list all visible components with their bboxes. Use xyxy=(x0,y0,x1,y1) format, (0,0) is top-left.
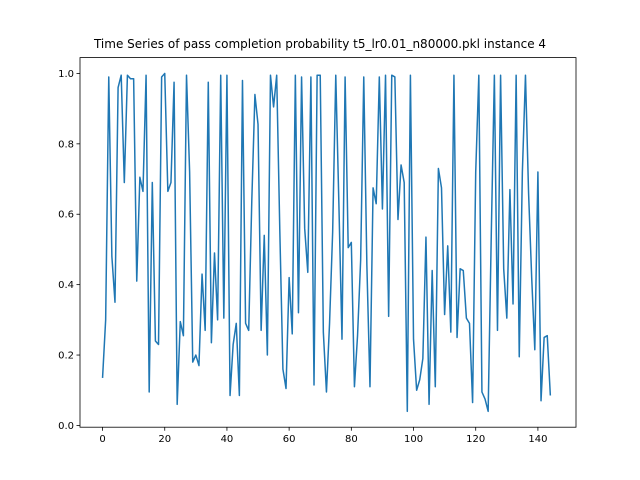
series-line-0 xyxy=(101,72,552,413)
y-tick-label: 0.4 xyxy=(58,280,74,291)
x-tick-label: 120 xyxy=(466,434,485,445)
x-axis: 0 20 40 60 80 100 120 140 xyxy=(99,427,547,445)
x-tick-label: 140 xyxy=(528,434,547,445)
plot-area xyxy=(101,72,552,413)
x-tick-label: 20 xyxy=(158,434,171,445)
y-axis: 0.0 0.2 0.4 0.6 0.8 1.0 xyxy=(58,69,80,432)
x-tick-label: 60 xyxy=(283,434,296,445)
y-tick-label: 0.6 xyxy=(58,210,74,221)
x-tick-label: 80 xyxy=(345,434,358,445)
plot-frame xyxy=(79,57,577,428)
x-tick-label: 100 xyxy=(404,434,423,445)
y-tick-label: 0.8 xyxy=(58,139,74,150)
x-tick-label: 0 xyxy=(99,434,105,445)
y-tick-label: 0.0 xyxy=(58,421,74,432)
y-tick-label: 1.0 xyxy=(58,69,74,80)
x-tick-label: 40 xyxy=(221,434,234,445)
chart-title: Time Series of pass completion probabili… xyxy=(93,37,546,51)
y-tick-label: 0.2 xyxy=(58,351,74,362)
